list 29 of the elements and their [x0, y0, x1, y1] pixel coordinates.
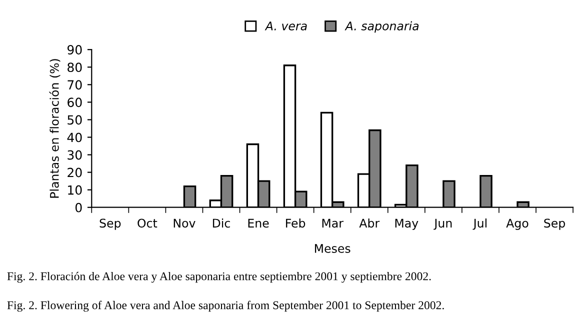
y-tick-label: 10	[68, 185, 82, 195]
y-tick-label: 40	[67, 132, 82, 142]
x-tick-label: Dic	[212, 218, 230, 228]
y-axis-title: Plantas en floración (%)	[49, 59, 60, 198]
y-tick-label: 30	[68, 150, 82, 160]
caption: Fig. 2. Flowering of Aloe vera and Aloe saponaria from September 2001 to September 2002.	[7, 300, 444, 312]
x-tick-label: Ago	[506, 218, 528, 230]
y-tick-label: 60	[68, 98, 82, 108]
x-tick-label: Sep	[100, 218, 121, 230]
y-tick-label: 50	[68, 115, 82, 125]
x-tick-label: Mar	[322, 218, 344, 228]
x-tick-label: Oct	[138, 218, 158, 228]
x-axis-title: Meses	[314, 244, 350, 253]
y-tick-label: 0	[75, 202, 82, 212]
legend-label: A. saponaria	[344, 21, 419, 33]
y-tick-label: 20	[68, 168, 82, 178]
x-tick-label: Ene	[248, 218, 269, 228]
y-tick-label: 70	[68, 80, 82, 90]
legend-label: A. vera	[264, 22, 307, 30]
x-tick-label: Nov	[174, 218, 196, 228]
y-tick-label: 90	[67, 45, 82, 55]
x-tick-label: Feb	[286, 218, 306, 228]
x-tick-label: Jun	[434, 218, 452, 230]
x-tick-label: May	[395, 218, 418, 230]
caption: Fig. 2. Floración de Aloe vera y Aloe saponaria entre septiembre 2001 y septiembre 2002.	[7, 272, 431, 283]
y-tick-label: 80	[68, 62, 82, 72]
x-tick-label: Jul	[472, 218, 486, 230]
x-tick-label: Sep	[544, 218, 566, 230]
x-tick-label: Abr	[359, 218, 380, 228]
